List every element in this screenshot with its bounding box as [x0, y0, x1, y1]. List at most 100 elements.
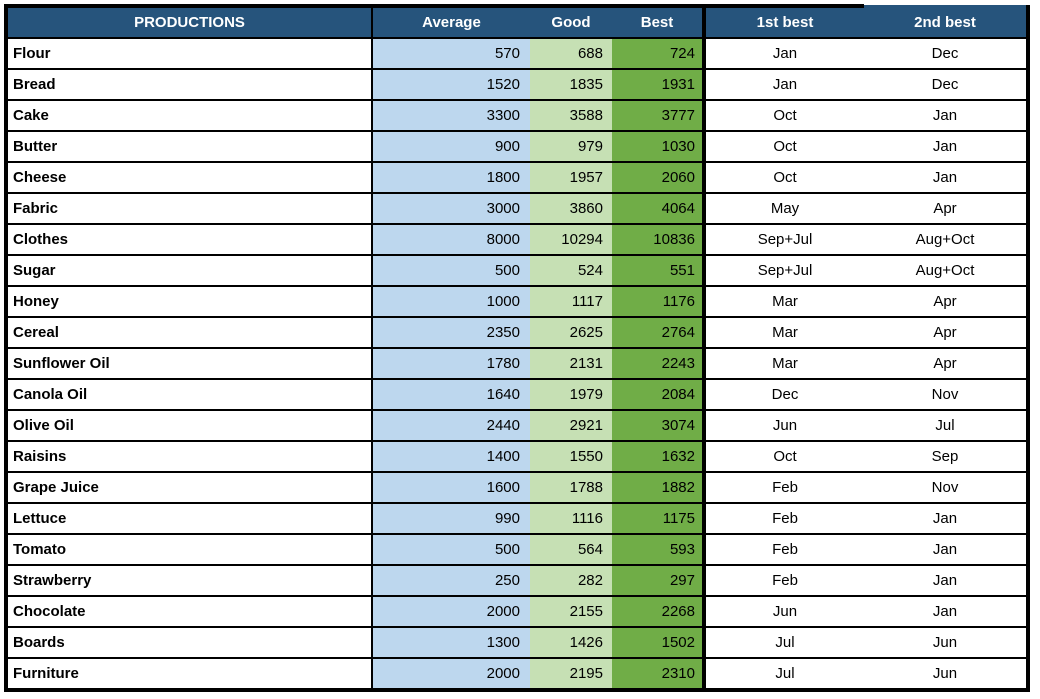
best-value-cell[interactable]: 1632 — [612, 441, 706, 473]
average-value-cell[interactable]: 3300 — [372, 100, 530, 132]
good-value-cell[interactable]: 10294 — [530, 224, 612, 256]
average-value-cell[interactable]: 1800 — [372, 162, 530, 194]
1st-best-month-cell[interactable]: Sep+Jul — [704, 255, 864, 287]
2nd-best-month-cell[interactable]: Apr — [864, 348, 1030, 380]
2nd-best-month-cell[interactable]: Apr — [864, 317, 1030, 349]
product-name-cell[interactable]: Cheese — [4, 162, 373, 194]
product-name-cell[interactable]: Boards — [4, 627, 373, 659]
best-value-cell[interactable]: 1030 — [612, 131, 706, 163]
good-value-cell[interactable]: 979 — [530, 131, 612, 163]
average-value-cell[interactable]: 990 — [372, 503, 530, 535]
average-value-cell[interactable]: 2350 — [372, 317, 530, 349]
good-value-cell[interactable]: 2155 — [530, 596, 612, 628]
product-name-cell[interactable]: Strawberry — [4, 565, 373, 597]
product-name-cell[interactable]: Sunflower Oil — [4, 348, 373, 380]
1st-best-month-cell[interactable]: Jun — [704, 596, 864, 628]
product-name-cell[interactable]: Tomato — [4, 534, 373, 566]
average-value-cell[interactable]: 500 — [372, 255, 530, 287]
good-value-cell[interactable]: 1788 — [530, 472, 612, 504]
average-value-cell[interactable]: 1640 — [372, 379, 530, 411]
product-name-cell[interactable]: Flour — [4, 38, 373, 70]
2nd-best-month-cell[interactable]: Dec — [864, 38, 1030, 70]
1st-best-month-cell[interactable]: Sep+Jul — [704, 224, 864, 256]
product-name-cell[interactable]: Furniture — [4, 658, 373, 692]
product-name-cell[interactable]: Cake — [4, 100, 373, 132]
good-value-cell[interactable]: 1957 — [530, 162, 612, 194]
product-name-cell[interactable]: Olive Oil — [4, 410, 373, 442]
average-value-cell[interactable]: 1600 — [372, 472, 530, 504]
1st-best-month-cell[interactable]: Oct — [704, 162, 864, 194]
2nd-best-month-cell[interactable]: Jan — [864, 565, 1030, 597]
best-value-cell[interactable]: 2268 — [612, 596, 706, 628]
product-name-cell[interactable]: Clothes — [4, 224, 373, 256]
average-value-cell[interactable]: 1000 — [372, 286, 530, 318]
best-value-cell[interactable]: 297 — [612, 565, 706, 597]
good-value-cell[interactable]: 1550 — [530, 441, 612, 473]
good-value-cell[interactable]: 1426 — [530, 627, 612, 659]
best-value-cell[interactable]: 2084 — [612, 379, 706, 411]
best-value-cell[interactable]: 2243 — [612, 348, 706, 380]
good-value-cell[interactable]: 1116 — [530, 503, 612, 535]
average-value-cell[interactable]: 3000 — [372, 193, 530, 225]
column-header-average[interactable]: Average — [372, 4, 530, 39]
best-value-cell[interactable]: 1175 — [612, 503, 706, 535]
best-value-cell[interactable]: 2764 — [612, 317, 706, 349]
best-value-cell[interactable]: 10836 — [612, 224, 706, 256]
best-value-cell[interactable]: 2060 — [612, 162, 706, 194]
good-value-cell[interactable]: 2921 — [530, 410, 612, 442]
1st-best-month-cell[interactable]: Feb — [704, 565, 864, 597]
good-value-cell[interactable]: 3860 — [530, 193, 612, 225]
2nd-best-month-cell[interactable]: Dec — [864, 69, 1030, 101]
column-header-2nd-best[interactable]: 2nd best — [864, 4, 1030, 39]
average-value-cell[interactable]: 2440 — [372, 410, 530, 442]
product-name-cell[interactable]: Honey — [4, 286, 373, 318]
average-value-cell[interactable]: 1520 — [372, 69, 530, 101]
2nd-best-month-cell[interactable]: Jun — [864, 658, 1030, 692]
product-name-cell[interactable]: Grape Juice — [4, 472, 373, 504]
good-value-cell[interactable]: 524 — [530, 255, 612, 287]
average-value-cell[interactable]: 570 — [372, 38, 530, 70]
good-value-cell[interactable]: 1835 — [530, 69, 612, 101]
1st-best-month-cell[interactable]: Feb — [704, 472, 864, 504]
best-value-cell[interactable]: 3777 — [612, 100, 706, 132]
column-header-productions[interactable]: PRODUCTIONS — [4, 4, 373, 39]
1st-best-month-cell[interactable]: Jan — [704, 38, 864, 70]
1st-best-month-cell[interactable]: Feb — [704, 503, 864, 535]
average-value-cell[interactable]: 250 — [372, 565, 530, 597]
1st-best-month-cell[interactable]: Dec — [704, 379, 864, 411]
2nd-best-month-cell[interactable]: Jan — [864, 503, 1030, 535]
product-name-cell[interactable]: Sugar — [4, 255, 373, 287]
good-value-cell[interactable]: 688 — [530, 38, 612, 70]
1st-best-month-cell[interactable]: Oct — [704, 441, 864, 473]
1st-best-month-cell[interactable]: Mar — [704, 348, 864, 380]
1st-best-month-cell[interactable]: Mar — [704, 317, 864, 349]
average-value-cell[interactable]: 900 — [372, 131, 530, 163]
average-value-cell[interactable]: 1300 — [372, 627, 530, 659]
product-name-cell[interactable]: Lettuce — [4, 503, 373, 535]
average-value-cell[interactable]: 1400 — [372, 441, 530, 473]
product-name-cell[interactable]: Butter — [4, 131, 373, 163]
2nd-best-month-cell[interactable]: Nov — [864, 472, 1030, 504]
2nd-best-month-cell[interactable]: Nov — [864, 379, 1030, 411]
average-value-cell[interactable]: 1780 — [372, 348, 530, 380]
2nd-best-month-cell[interactable]: Aug+Oct — [864, 224, 1030, 256]
product-name-cell[interactable]: Fabric — [4, 193, 373, 225]
2nd-best-month-cell[interactable]: Apr — [864, 193, 1030, 225]
best-value-cell[interactable]: 2310 — [612, 658, 706, 692]
best-value-cell[interactable]: 724 — [612, 38, 706, 70]
1st-best-month-cell[interactable]: Jun — [704, 410, 864, 442]
average-value-cell[interactable]: 8000 — [372, 224, 530, 256]
best-value-cell[interactable]: 3074 — [612, 410, 706, 442]
best-value-cell[interactable]: 1176 — [612, 286, 706, 318]
best-value-cell[interactable]: 1931 — [612, 69, 706, 101]
good-value-cell[interactable]: 2131 — [530, 348, 612, 380]
product-name-cell[interactable]: Canola Oil — [4, 379, 373, 411]
column-header-best[interactable]: Best — [612, 4, 706, 39]
2nd-best-month-cell[interactable]: Apr — [864, 286, 1030, 318]
product-name-cell[interactable]: Raisins — [4, 441, 373, 473]
good-value-cell[interactable]: 3588 — [530, 100, 612, 132]
average-value-cell[interactable]: 2000 — [372, 658, 530, 692]
1st-best-month-cell[interactable]: Oct — [704, 100, 864, 132]
2nd-best-month-cell[interactable]: Jan — [864, 100, 1030, 132]
1st-best-month-cell[interactable]: Mar — [704, 286, 864, 318]
